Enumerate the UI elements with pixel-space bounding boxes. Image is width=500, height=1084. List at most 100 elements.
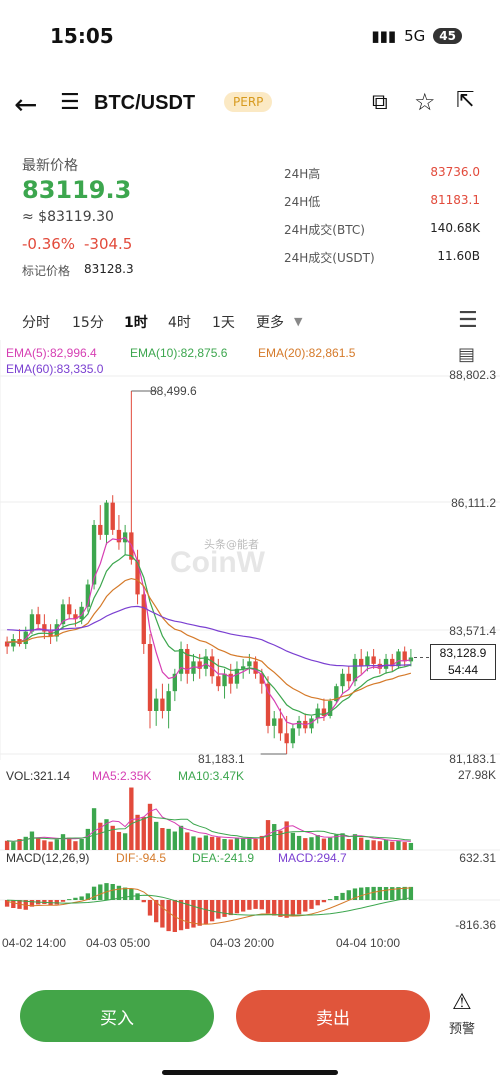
menu-list-icon[interactable]: ☰ bbox=[60, 90, 80, 115]
macd-bar bbox=[135, 893, 140, 900]
volume-bar bbox=[340, 833, 345, 850]
volume-chart bbox=[0, 787, 500, 851]
macd-bar bbox=[296, 900, 302, 915]
macd-bar bbox=[259, 900, 264, 910]
volume-bar bbox=[23, 836, 28, 850]
price-axis-bottom: 81,183.1 bbox=[449, 752, 496, 766]
macd-bar bbox=[222, 900, 227, 917]
tab-1h[interactable]: 1时 bbox=[124, 315, 148, 331]
tab-more[interactable]: 更多 bbox=[256, 315, 284, 331]
candle-body bbox=[73, 614, 78, 620]
macd-bar bbox=[309, 900, 314, 909]
tab-15m[interactable]: 15分 bbox=[72, 315, 104, 331]
volume-bar bbox=[60, 834, 66, 850]
macd-bar bbox=[91, 886, 97, 900]
candle-body bbox=[240, 666, 246, 669]
candle-body bbox=[11, 639, 16, 647]
switch-view-icon[interactable]: ⧉ bbox=[372, 90, 388, 115]
alert-label[interactable]: 预警 bbox=[449, 1022, 476, 1037]
volume-bar bbox=[334, 834, 339, 850]
macd-bar bbox=[197, 900, 202, 926]
battery-icon: 45 bbox=[433, 28, 462, 44]
chart-settings-icon[interactable]: ☰ bbox=[458, 308, 478, 333]
macd-bar bbox=[234, 900, 240, 914]
pair-title[interactable]: BTC/USDT bbox=[94, 92, 196, 114]
volume-bar bbox=[42, 840, 47, 850]
favorite-star-icon[interactable]: ☆ bbox=[414, 88, 436, 116]
status-icons: ▮▮▮ 5G 45 bbox=[371, 27, 462, 45]
volume-bar bbox=[359, 837, 364, 850]
volume-bar bbox=[315, 835, 320, 850]
stat-label: 24H成交(USDT) bbox=[284, 251, 375, 265]
alert-bell-icon[interactable]: ⚠ bbox=[452, 990, 472, 1015]
candle-body bbox=[346, 673, 351, 682]
candle-body bbox=[290, 728, 296, 744]
signal-icon: ▮▮▮ bbox=[371, 27, 397, 45]
tab-timeline[interactable]: 分时 bbox=[22, 315, 50, 331]
stat-value: 81183.1 bbox=[430, 193, 480, 207]
tab-4h[interactable]: 4时 bbox=[168, 315, 191, 331]
candle-body bbox=[4, 641, 10, 647]
back-icon[interactable]: ← bbox=[14, 88, 38, 121]
buy-button[interactable]: 买入 bbox=[20, 990, 214, 1042]
ema60-label: EMA(60):83,335.0 bbox=[6, 362, 104, 376]
volume-bar bbox=[309, 837, 314, 850]
candle-body bbox=[85, 584, 91, 607]
volume-bar bbox=[383, 839, 389, 850]
volume-bar bbox=[160, 828, 165, 850]
volume-bar bbox=[209, 836, 215, 850]
volume-bar bbox=[352, 834, 358, 850]
candle-body bbox=[371, 656, 376, 664]
macd-bar bbox=[129, 888, 134, 900]
stat-label: 24H高 bbox=[284, 167, 321, 181]
volume-bar bbox=[408, 842, 414, 850]
volume-bar bbox=[222, 839, 227, 850]
macd-bar bbox=[191, 900, 196, 928]
macd-params-label: MACD(12,26,9) bbox=[6, 851, 90, 865]
tab-1d[interactable]: 1天 bbox=[212, 315, 235, 331]
current-price-value: 83,128.9 bbox=[439, 646, 487, 660]
share-icon[interactable]: ⇱ bbox=[456, 88, 475, 113]
low-marker: 81,183.1 bbox=[198, 752, 245, 766]
candle-body bbox=[23, 631, 28, 645]
macd-bar bbox=[172, 900, 178, 932]
candle-body bbox=[60, 604, 66, 625]
macd-bar bbox=[73, 897, 78, 900]
volume-bar bbox=[110, 825, 115, 850]
sell-button[interactable]: 卖出 bbox=[236, 990, 430, 1042]
dif-line bbox=[6, 887, 411, 925]
volume-bar bbox=[290, 832, 296, 850]
macd-bar bbox=[265, 900, 271, 914]
macd-bar bbox=[203, 900, 209, 924]
candle-body bbox=[359, 658, 364, 667]
macd-bar bbox=[216, 900, 221, 919]
calendar-icon[interactable]: ▤ bbox=[458, 344, 476, 365]
candle-body bbox=[334, 686, 339, 702]
volume-axis-top: 27.98K bbox=[457, 768, 496, 782]
coinw-watermark-logo: CoinW bbox=[170, 546, 265, 579]
time-axis-2: 04-03 05:00 bbox=[86, 936, 151, 950]
macd-bar bbox=[185, 900, 190, 929]
candle-body bbox=[340, 673, 345, 687]
volume-bar bbox=[234, 837, 240, 850]
candle-body bbox=[203, 656, 209, 669]
candle-body bbox=[29, 614, 35, 632]
candle-body bbox=[327, 701, 333, 716]
volume-bar bbox=[166, 828, 171, 850]
macd-bar bbox=[4, 900, 10, 907]
candle-body bbox=[352, 658, 358, 682]
macd-bar bbox=[60, 900, 66, 902]
ema5-label: EMA(5):82,996.4 bbox=[6, 346, 97, 360]
candlestick-chart[interactable] bbox=[0, 340, 500, 760]
volume-bar bbox=[122, 833, 128, 850]
ema5-line bbox=[6, 536, 412, 726]
time-axis-4: 04-04 10:00 bbox=[336, 936, 401, 950]
volume-bar bbox=[327, 837, 333, 850]
volume-bar bbox=[321, 838, 327, 850]
macd-bar bbox=[85, 893, 91, 900]
macd-bar bbox=[327, 899, 333, 901]
volume-bar bbox=[296, 835, 302, 850]
candle-body bbox=[79, 606, 84, 620]
macd-bar bbox=[116, 885, 122, 900]
candle-body bbox=[377, 663, 383, 669]
